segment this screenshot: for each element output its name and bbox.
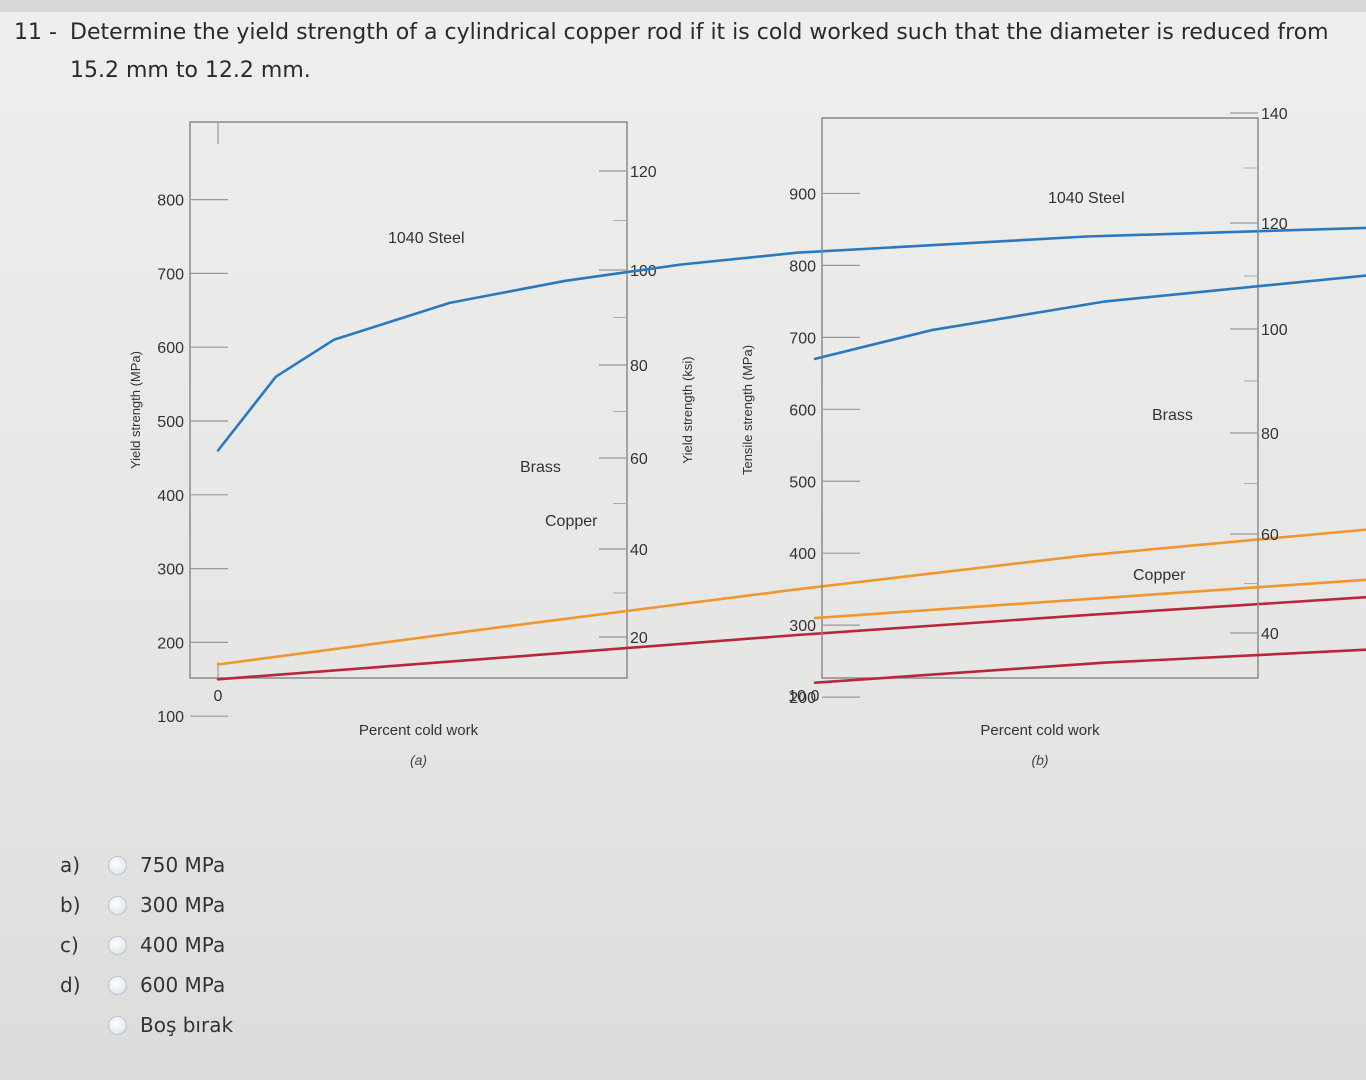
x-axis-label: Percent cold work bbox=[359, 722, 479, 739]
y-tick-label: 500 bbox=[789, 474, 816, 491]
radio-button[interactable] bbox=[108, 1015, 127, 1035]
right-tick-label: 40 bbox=[630, 542, 648, 559]
option-a[interactable]: a) 750 MPa bbox=[60, 850, 225, 880]
radio-button[interactable] bbox=[108, 895, 127, 915]
x-tick-label: 0 bbox=[214, 688, 223, 705]
y-axis-label: Tensile strength (MPa) bbox=[740, 345, 755, 475]
y-tick-label: 900 bbox=[789, 186, 816, 203]
option-letter: a) bbox=[60, 853, 81, 877]
plot-frame bbox=[189, 121, 628, 679]
option-leave-blank[interactable]: Boş bırak bbox=[60, 1010, 233, 1040]
y-tick-label: 700 bbox=[157, 266, 184, 283]
right-tick-label: 40 bbox=[1261, 626, 1279, 643]
option-letter: c) bbox=[60, 933, 79, 957]
top-strip bbox=[0, 0, 1366, 12]
y-tick-label: 800 bbox=[157, 193, 184, 210]
y-axis-label: Yield strength (MPa) bbox=[128, 351, 143, 469]
series-label: Brass bbox=[520, 459, 561, 476]
right-tick-label: 120 bbox=[1261, 216, 1288, 233]
right-tick-label: 80 bbox=[630, 358, 648, 375]
question-text: Determine the yield strength of a cylind… bbox=[70, 20, 1329, 83]
question-number: 11 - bbox=[14, 20, 57, 45]
option-label: 750 MPa bbox=[140, 853, 226, 877]
chart-b: 0102030405060702003004005006007008009004… bbox=[740, 106, 1366, 768]
series-line-1040-steel bbox=[216, 226, 1366, 452]
series-line-brass bbox=[813, 578, 1366, 620]
chart-caption: (b) bbox=[1031, 752, 1048, 768]
y-tick-label: 600 bbox=[157, 340, 184, 357]
y-tick-label: 200 bbox=[789, 690, 816, 707]
option-label: 600 MPa bbox=[140, 973, 226, 997]
radio-button[interactable] bbox=[108, 975, 127, 995]
y-tick-label: 500 bbox=[157, 414, 184, 431]
right-tick-label: 100 bbox=[1261, 322, 1288, 339]
right-tick-label: 120 bbox=[630, 164, 657, 181]
series-label: Brass bbox=[1152, 407, 1193, 424]
option-b[interactable]: b) 300 MPa bbox=[60, 890, 225, 920]
x-tick-label: 10 bbox=[788, 688, 806, 705]
y-tick-label: 400 bbox=[157, 488, 184, 505]
chart-a: 0102030405060701002003004005006007008002… bbox=[128, 121, 1366, 768]
series-line-brass bbox=[216, 528, 1366, 666]
y-tick-label: 300 bbox=[789, 618, 816, 635]
right-tick-label: 80 bbox=[1261, 426, 1279, 443]
x-tick-label: 0 bbox=[811, 688, 820, 705]
y-tick-label: 600 bbox=[789, 402, 816, 419]
option-letter: d) bbox=[60, 973, 81, 997]
series-line-copper bbox=[216, 595, 1366, 681]
series-label: 1040 Steel bbox=[388, 230, 465, 247]
right-tick-label: 20 bbox=[630, 630, 648, 647]
plot-frame bbox=[821, 117, 1259, 679]
right-tick-label: 140 bbox=[1261, 106, 1288, 123]
option-letter: b) bbox=[60, 893, 81, 917]
y-tick-label: 400 bbox=[789, 546, 816, 563]
option-label: 300 MPa bbox=[140, 893, 226, 917]
y-tick-label: 300 bbox=[157, 562, 184, 579]
cold-work-charts: 0102030405060701002003004005006007008002… bbox=[128, 106, 1366, 768]
option-d[interactable]: d) 600 MPa bbox=[60, 970, 225, 1000]
right-tick-label: 100 bbox=[630, 263, 657, 280]
series-label: Copper bbox=[1133, 567, 1186, 584]
y-tick-label: 100 bbox=[157, 709, 184, 726]
chart-caption: (a) bbox=[410, 752, 427, 768]
option-label: 400 MPa bbox=[140, 933, 226, 957]
y-tick-label: 200 bbox=[157, 635, 184, 652]
x-axis-label: Percent cold work bbox=[980, 722, 1100, 739]
right-tick-label: 60 bbox=[1261, 527, 1279, 544]
series-label: Copper bbox=[545, 513, 598, 530]
option-label: Boş bırak bbox=[140, 1013, 234, 1037]
y-tick-label: 800 bbox=[789, 258, 816, 275]
y-tick-label: 700 bbox=[789, 330, 816, 347]
y-axis-label-right: Yield strength (ksi) bbox=[680, 356, 695, 463]
radio-button[interactable] bbox=[108, 855, 127, 875]
series-label: 1040 Steel bbox=[1048, 190, 1125, 207]
option-c[interactable]: c) 400 MPa bbox=[60, 930, 225, 960]
radio-button[interactable] bbox=[108, 935, 127, 955]
series-line-1040-steel bbox=[813, 274, 1366, 361]
right-tick-label: 60 bbox=[630, 451, 648, 468]
